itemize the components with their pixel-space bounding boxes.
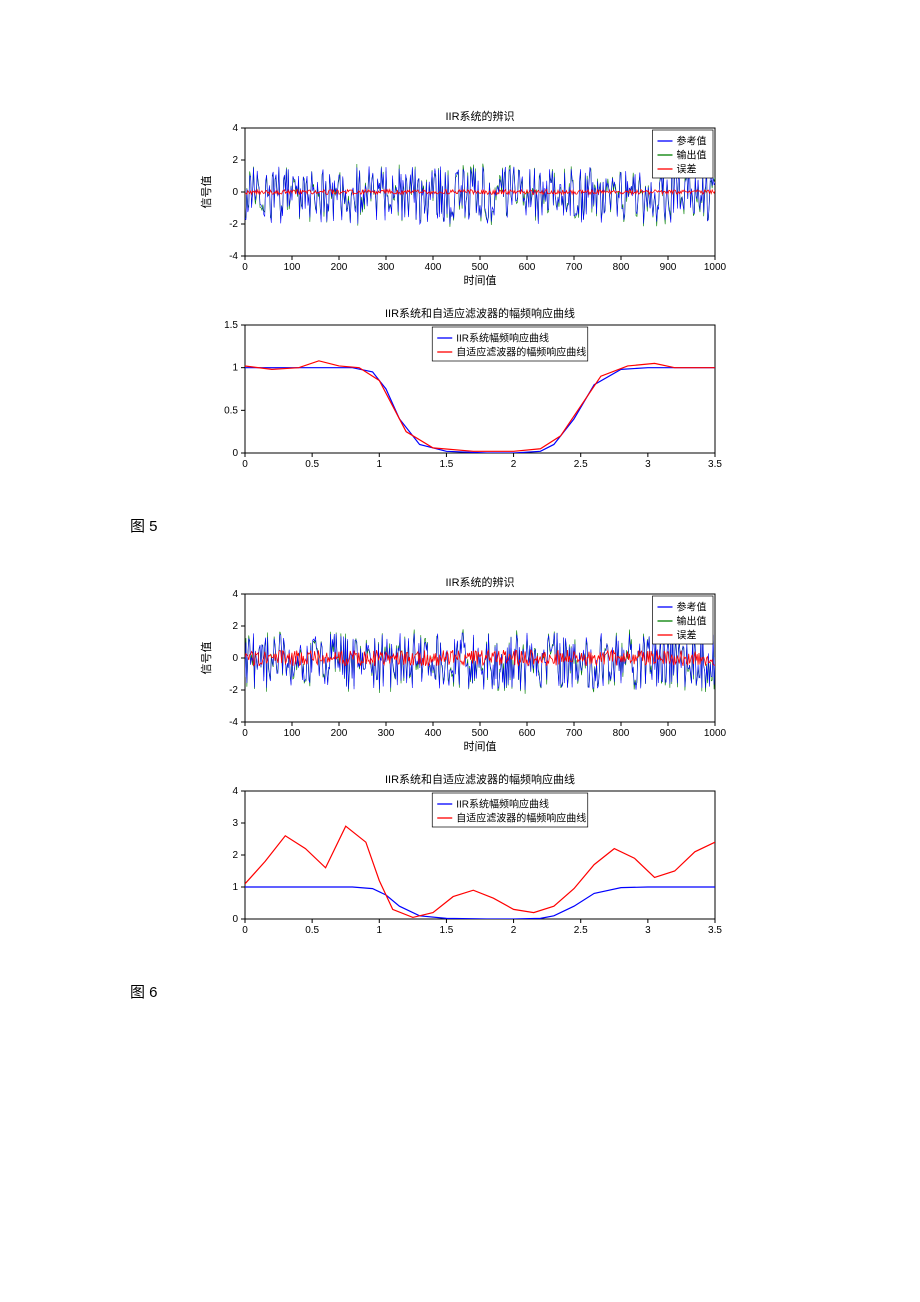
svg-text:时间值: 时间值 <box>464 274 497 287</box>
figure-5-caption: 图 5 <box>130 515 790 536</box>
svg-text:900: 900 <box>660 262 677 273</box>
svg-text:信号值: 信号值 <box>200 642 213 675</box>
svg-text:IIR系统幅频响应曲线: IIR系统幅频响应曲线 <box>456 332 549 345</box>
svg-text:IIR系统和自适应滤波器的幅频响应曲线: IIR系统和自适应滤波器的幅频响应曲线 <box>385 772 575 786</box>
page: IIR系统的辨识01002003004005006007008009001000… <box>0 0 920 1092</box>
svg-text:400: 400 <box>425 728 442 739</box>
svg-text:500: 500 <box>472 262 489 273</box>
svg-text:2: 2 <box>511 459 517 470</box>
svg-text:4: 4 <box>232 786 238 797</box>
svg-text:误差: 误差 <box>677 163 697 176</box>
svg-text:误差: 误差 <box>677 629 697 642</box>
svg-text:-4: -4 <box>229 251 238 262</box>
svg-text:参考值: 参考值 <box>677 601 707 614</box>
svg-text:1.5: 1.5 <box>439 459 453 470</box>
figure-5: IIR系统的辨识01002003004005006007008009001000… <box>190 100 790 485</box>
figure-5-svg: IIR系统的辨识01002003004005006007008009001000… <box>190 100 750 480</box>
svg-text:输出值: 输出值 <box>677 149 707 162</box>
svg-text:700: 700 <box>566 262 583 273</box>
svg-text:900: 900 <box>660 728 677 739</box>
svg-text:-2: -2 <box>229 219 238 230</box>
svg-text:0: 0 <box>232 187 238 198</box>
svg-text:0: 0 <box>242 459 248 470</box>
svg-text:-2: -2 <box>229 685 238 696</box>
svg-text:IIR系统的辨识: IIR系统的辨识 <box>445 575 514 589</box>
figure-6: IIR系统的辨识01002003004005006007008009001000… <box>190 566 790 951</box>
svg-text:1: 1 <box>377 925 383 936</box>
svg-text:0.5: 0.5 <box>224 405 238 416</box>
svg-text:800: 800 <box>613 728 630 739</box>
svg-text:3.5: 3.5 <box>708 459 722 470</box>
svg-text:2.5: 2.5 <box>574 925 588 936</box>
svg-text:0: 0 <box>242 262 248 273</box>
svg-text:100: 100 <box>284 728 301 739</box>
svg-text:3.5: 3.5 <box>708 925 722 936</box>
svg-text:0: 0 <box>232 448 238 459</box>
svg-text:4: 4 <box>232 123 238 134</box>
svg-text:3: 3 <box>232 818 238 829</box>
svg-text:0.5: 0.5 <box>305 925 319 936</box>
svg-text:200: 200 <box>331 728 348 739</box>
svg-text:2.5: 2.5 <box>574 459 588 470</box>
svg-text:0: 0 <box>232 914 238 925</box>
svg-text:-4: -4 <box>229 717 238 728</box>
svg-text:0: 0 <box>232 653 238 664</box>
svg-text:1000: 1000 <box>704 728 727 739</box>
svg-text:800: 800 <box>613 262 630 273</box>
svg-text:1.5: 1.5 <box>224 320 238 331</box>
svg-text:1: 1 <box>232 882 238 893</box>
svg-text:300: 300 <box>378 262 395 273</box>
svg-text:2: 2 <box>511 925 517 936</box>
svg-text:700: 700 <box>566 728 583 739</box>
figure-6-svg: IIR系统的辨识01002003004005006007008009001000… <box>190 566 750 946</box>
svg-text:600: 600 <box>519 728 536 739</box>
svg-text:1000: 1000 <box>704 262 727 273</box>
figure-6-caption: 图 6 <box>130 981 790 1002</box>
svg-text:IIR系统幅频响应曲线: IIR系统幅频响应曲线 <box>456 798 549 811</box>
svg-text:时间值: 时间值 <box>464 740 497 753</box>
svg-text:400: 400 <box>425 262 442 273</box>
svg-text:参考值: 参考值 <box>677 135 707 148</box>
svg-text:0: 0 <box>242 925 248 936</box>
svg-text:100: 100 <box>284 262 301 273</box>
svg-text:1.5: 1.5 <box>439 925 453 936</box>
svg-text:3: 3 <box>645 459 651 470</box>
svg-text:200: 200 <box>331 262 348 273</box>
svg-text:300: 300 <box>378 728 395 739</box>
svg-text:1: 1 <box>232 363 238 374</box>
svg-text:4: 4 <box>232 589 238 600</box>
svg-text:3: 3 <box>645 925 651 936</box>
svg-text:自适应滤波器的幅频响应曲线: 自适应滤波器的幅频响应曲线 <box>456 812 586 825</box>
svg-text:信号值: 信号值 <box>200 176 213 209</box>
svg-text:2: 2 <box>232 155 238 166</box>
svg-text:自适应滤波器的幅频响应曲线: 自适应滤波器的幅频响应曲线 <box>456 346 586 359</box>
svg-text:2: 2 <box>232 621 238 632</box>
svg-text:0.5: 0.5 <box>305 459 319 470</box>
svg-text:600: 600 <box>519 262 536 273</box>
svg-text:IIR系统和自适应滤波器的幅频响应曲线: IIR系统和自适应滤波器的幅频响应曲线 <box>385 306 575 320</box>
svg-text:IIR系统的辨识: IIR系统的辨识 <box>445 109 514 123</box>
svg-text:500: 500 <box>472 728 489 739</box>
svg-text:1: 1 <box>377 459 383 470</box>
svg-text:2: 2 <box>232 850 238 861</box>
svg-text:输出值: 输出值 <box>677 615 707 628</box>
svg-text:0: 0 <box>242 728 248 739</box>
